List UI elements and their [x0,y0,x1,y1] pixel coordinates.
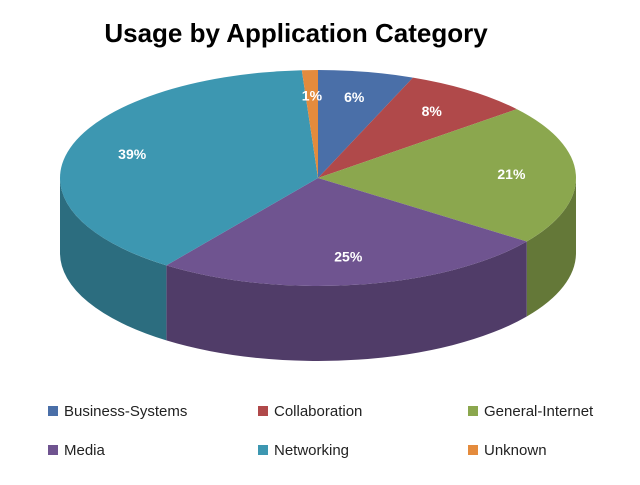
data-label: 8% [422,103,443,119]
legend-swatch [48,445,58,455]
data-label: 39% [118,146,147,162]
data-label: 6% [344,89,365,105]
pie-slice [318,77,517,178]
pie-tops [59,70,576,286]
legend-swatch [48,406,58,416]
legend-label: Business-Systems [64,403,187,420]
pie-side [59,178,167,341]
pie-side [526,178,576,317]
legend-label: General-Internet [484,403,594,420]
pie-slice [318,70,413,178]
data-label: 1% [302,88,323,104]
pie-slice [59,70,318,266]
legend-label: Media [64,442,106,459]
legend-swatch [258,406,268,416]
data-label: 21% [497,166,526,182]
legend-swatch [468,445,478,455]
chart-title: Usage by Application Category [104,18,488,48]
legend-swatch [258,445,268,455]
legend: Business-Systems Collaboration General-Int… [48,403,594,459]
pie-slice [166,178,527,286]
data-label: 25% [334,249,363,265]
pie-slice [301,70,318,178]
legend-label: Networking [274,442,349,459]
pie-side [166,241,527,361]
legend-label: Collaboration [274,403,362,420]
legend-label: Unknown [484,442,547,459]
legend-swatch [468,406,478,416]
pie-sides [59,178,576,361]
data-labels: 6% 8% 21% 25% 39% 1% [118,88,526,265]
pie-slice [318,109,576,242]
